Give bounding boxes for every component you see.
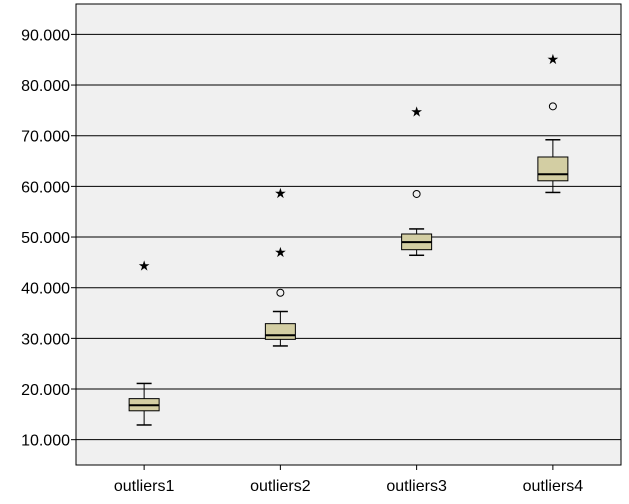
category-label: outliers4 (523, 478, 584, 495)
extreme-point: ★ (547, 51, 560, 67)
y-axis-ticks: 10.000 20.000 30.000 40.000 50.000 60.000 70.0… (21, 27, 76, 450)
y-tick-label: 30.000 (21, 331, 70, 348)
grid-lines (76, 33, 621, 441)
box-outliers4: ★ (537, 51, 569, 194)
y-tick-label: 70.000 (21, 129, 70, 146)
y-tick-label: 80.000 (21, 78, 70, 95)
extreme-point: ★ (410, 103, 423, 119)
extreme-point: ★ (138, 257, 151, 273)
outlier-point (548, 102, 557, 111)
plot-frame (75, 3, 622, 466)
outlier-point (412, 189, 421, 198)
y-tick-label: 40.000 (21, 281, 70, 298)
category-label: outliers1 (114, 478, 175, 495)
boxes: ★★★★★ (128, 51, 569, 426)
box-outliers2: ★★ (264, 185, 296, 347)
y-tick-label: 10.000 (21, 433, 70, 450)
y-tick-label: 50.000 (21, 230, 70, 247)
x-axis-ticks: outliers1 outliers2 outliers3 outliers4 (114, 465, 583, 495)
box-outliers1: ★ (128, 257, 160, 426)
box-outliers3: ★ (401, 103, 433, 257)
plot-background (76, 4, 621, 465)
y-tick-label: 90.000 (21, 27, 70, 44)
category-label: outliers2 (250, 478, 311, 495)
y-tick-label: 20.000 (21, 382, 70, 399)
y-tick-label: 60.000 (21, 179, 70, 196)
category-label: outliers3 (386, 478, 447, 495)
iqr-box (537, 156, 569, 182)
extreme-point: ★ (274, 185, 287, 201)
extreme-point: ★ (274, 244, 287, 260)
outlier-point (276, 288, 285, 297)
iqr-box (264, 323, 296, 340)
